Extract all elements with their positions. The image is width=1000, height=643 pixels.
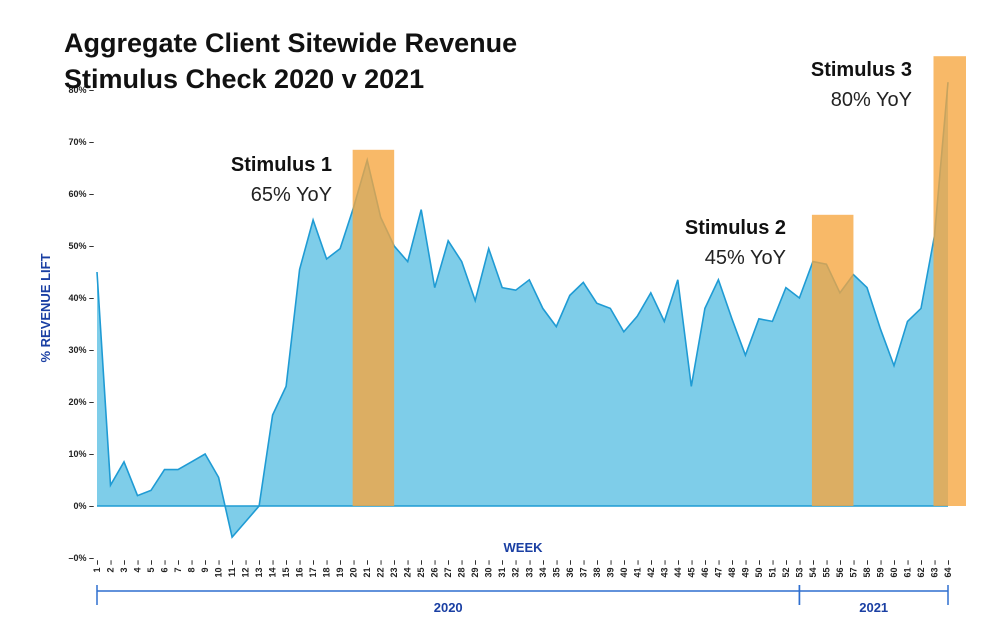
x-tick-label: 2 –	[106, 560, 116, 573]
x-tick-label: 12 –	[241, 560, 251, 578]
x-tick-label: 11 –	[227, 560, 237, 577]
x-axis-title: WEEK	[504, 540, 544, 555]
x-tick-label: 24 –	[403, 560, 413, 578]
x-tick-label: 23 –	[389, 560, 399, 578]
x-tick-label: 52 –	[781, 560, 791, 578]
y-tick-label: 40% –	[68, 293, 94, 303]
revenue-area	[97, 82, 948, 538]
x-tick-label: 34 –	[538, 560, 548, 578]
x-tick-label: 40 –	[619, 560, 629, 578]
x-tick-label: 22 –	[376, 560, 386, 578]
x-tick-label: 63 –	[929, 560, 939, 578]
x-tick-label: 29 –	[470, 560, 480, 578]
stimulus-highlights	[352, 56, 966, 507]
x-tick-label: 54 –	[808, 560, 818, 578]
x-tick-label: 13 –	[254, 560, 264, 578]
y-tick-label: –0% –	[68, 553, 94, 563]
x-tick-label: 58 –	[862, 560, 872, 578]
x-tick-label: 59 –	[875, 560, 885, 578]
y-tick-label: 60% –	[68, 189, 94, 199]
y-tick-label: 70% –	[68, 137, 94, 147]
x-tick-label: 18 –	[322, 560, 332, 578]
year-label-2021: 2021	[859, 600, 888, 615]
x-tick-label: 37 –	[578, 560, 588, 578]
y-axis-ticks: 80% – 70% – 60% – 50% – 40% – 30% – 20% – 10% –…	[68, 85, 94, 563]
x-tick-label: 10 –	[214, 560, 224, 578]
x-tick-label: 48 –	[727, 560, 737, 578]
stimulus-3-value: 80% YoY	[831, 89, 912, 111]
x-tick-label: 55 –	[821, 560, 831, 578]
stimulus-2-value: 45% YoY	[705, 247, 786, 269]
x-tick-label: 3 –	[119, 560, 129, 573]
x-tick-label: 17 –	[308, 560, 318, 578]
chart-title-line-2: Stimulus Check 2020 v 2021	[64, 64, 424, 94]
x-tick-label: 36 –	[565, 560, 575, 578]
x-tick-label: 42 –	[646, 560, 656, 578]
x-tick-label: 56 –	[835, 560, 845, 578]
x-tick-label: 46 –	[700, 560, 710, 578]
y-tick-label: 50% –	[68, 241, 94, 251]
x-tick-label: 45 –	[686, 560, 696, 578]
x-tick-label: 33 –	[524, 560, 534, 578]
y-tick-label: 20% –	[68, 397, 94, 407]
x-tick-label: 7 –	[173, 560, 183, 573]
x-tick-label: 60 –	[889, 560, 899, 578]
x-tick-label: 51 –	[767, 560, 777, 578]
x-tick-label: 21 –	[362, 560, 372, 578]
x-tick-label: 19 –	[335, 560, 345, 578]
year-label-2020: 2020	[434, 600, 463, 615]
x-tick-label: 27 –	[443, 560, 453, 578]
x-tick-label: 4 –	[133, 560, 143, 573]
x-tick-label: 64 –	[943, 560, 953, 578]
x-tick-label: 62 –	[916, 560, 926, 578]
x-tick-label: 32 –	[511, 560, 521, 578]
y-axis-title: % REVENUE LIFT	[38, 253, 53, 362]
stimulus-highlight-3	[933, 56, 966, 506]
x-tick-label: 14 –	[268, 560, 278, 578]
year-axis: 2020 2021	[96, 585, 949, 615]
x-tick-label: 43 –	[659, 560, 669, 578]
x-tick-label: 61 –	[902, 560, 912, 578]
x-tick-label: 26 –	[430, 560, 440, 578]
x-tick-label: 5 –	[146, 560, 156, 573]
x-tick-label: 44 –	[673, 560, 683, 578]
x-tick-label: 9 –	[200, 560, 210, 573]
stimulus-highlight-2	[811, 214, 854, 507]
x-tick-label: 28 –	[457, 560, 467, 578]
area-layer	[96, 82, 949, 539]
y-tick-label: 0% –	[73, 501, 94, 511]
x-tick-label: 25 –	[416, 560, 426, 578]
x-tick-label: 47 –	[713, 560, 723, 578]
stimulus-annotations: Stimulus 1 65% YoY Stimulus 2 45% YoY Stimul…	[231, 59, 912, 269]
x-tick-label: 39 –	[605, 560, 615, 578]
x-tick-label: 57 –	[848, 560, 858, 578]
stimulus-highlight-1	[352, 149, 395, 507]
x-tick-label: 1 –	[92, 560, 102, 573]
stimulus-2-label: Stimulus 2	[685, 217, 786, 239]
x-tick-label: 8 –	[187, 560, 197, 573]
y-tick-label: 80% –	[68, 85, 94, 95]
x-tick-label: 41 –	[632, 560, 642, 578]
y-tick-label: 30% –	[68, 345, 94, 355]
x-tick-label: 15 –	[281, 560, 291, 578]
x-tick-label: 53 –	[794, 560, 804, 578]
x-tick-label: 35 –	[551, 560, 561, 578]
stimulus-1-value: 65% YoY	[251, 184, 332, 206]
x-tick-label: 30 –	[484, 560, 494, 578]
stimulus-3-label: Stimulus 3	[811, 59, 912, 81]
x-tick-label: 38 –	[592, 560, 602, 578]
x-tick-label: 6 –	[160, 560, 170, 573]
x-tick-label: 16 –	[295, 560, 305, 578]
x-tick-label: 50 –	[754, 560, 764, 578]
y-tick-label: 10% –	[68, 449, 94, 459]
x-tick-label: 31 –	[497, 560, 507, 578]
stimulus-1-label: Stimulus 1	[231, 154, 332, 176]
x-axis-ticks: 1 –2 –3 –4 –5 –6 –7 –8 –9 –10 –11 –12 –1…	[92, 560, 953, 578]
revenue-line	[96, 82, 949, 539]
chart-title-line-1: Aggregate Client Sitewide Revenue	[64, 28, 517, 58]
x-tick-label: 20 –	[349, 560, 359, 578]
x-tick-label: 49 –	[740, 560, 750, 578]
